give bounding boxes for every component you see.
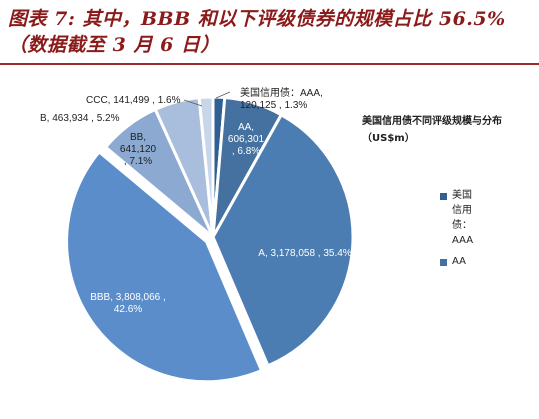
legend-item-aaa: 美国信用债：AAA: [440, 188, 530, 248]
pie-slice-a: [211, 112, 355, 368]
pie-slice-bbb: [65, 149, 264, 384]
label-leader-line: [215, 91, 231, 99]
label-leader-line: [183, 99, 203, 107]
slice-label-b: B, 463,934 , 5.2%: [40, 113, 120, 124]
slice-label-a: A, 3,178,058 , 35.4%: [258, 248, 352, 259]
legend: 美国信用债：AAA AA: [440, 188, 530, 275]
legend-label-aaa: 美国信用债：AAA: [452, 190, 474, 246]
title-divider: [0, 63, 539, 65]
pie-slices: [65, 95, 355, 384]
slice-label-bbb: BBB, 3,808,066 , 42.6%: [90, 292, 166, 315]
legend-item-aa: AA: [440, 254, 530, 269]
slice-label-aaa: 美国信用债：AAA, 120,125 , 1.3%: [240, 86, 323, 111]
legend-swatch-aa: [440, 259, 447, 266]
slice-label-ccc: CCC, 141,499 , 1.6%: [86, 95, 181, 106]
legend-title: 美国信用债不同评级规模与分布（US$m）: [362, 116, 502, 144]
slice-label-bb: BB, 641,120, 7.1%: [120, 132, 157, 167]
chart-title: 图表 7: 其中，BBB 和以下评级债券的规模占比 56.5%（数据截至 3 月…: [8, 8, 506, 56]
legend-label-aa: AA: [452, 256, 466, 267]
pie-slice-ccc: [197, 95, 215, 238]
legend-swatch-aaa: [440, 193, 447, 200]
slice-label-aa: AA, 606,301, 6.8%: [228, 122, 265, 157]
slice-labels: 美国信用债：AAA, 120,125 , 1.3% AA, 606,301, 6.8%…: [40, 86, 352, 315]
